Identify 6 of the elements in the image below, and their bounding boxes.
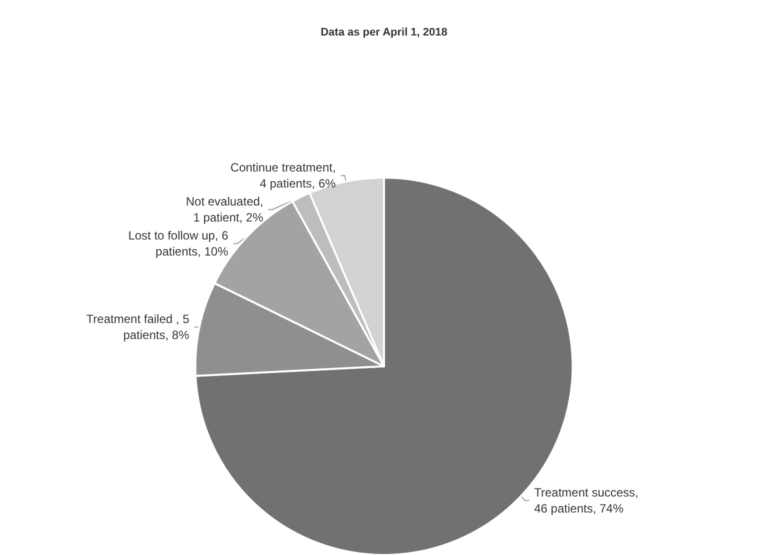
chart-title: Data as per April 1, 2018 [320, 26, 448, 38]
slice-label: Continue treatment, 4 patients, 6% [230, 160, 336, 191]
slice-label: Lost to follow up, 6 patients, 10% [128, 228, 229, 259]
slice-label: Treatment failed , 5 patients, 8% [86, 312, 190, 342]
slice-label: Treatment success, 46 patients, 74% [534, 485, 638, 516]
slice-label: Not evaluated, 1 patient, 2% [186, 194, 264, 225]
